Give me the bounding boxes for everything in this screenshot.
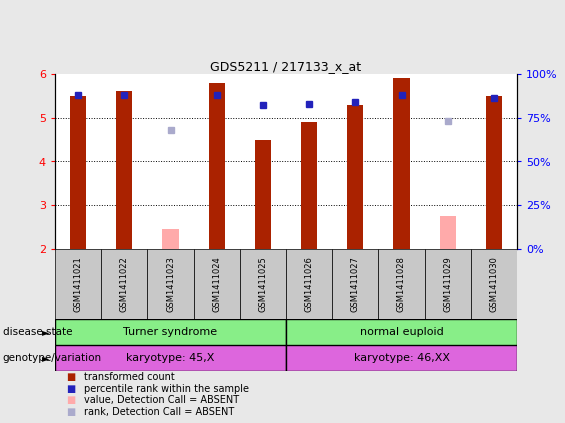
- Bar: [301, 122, 317, 249]
- Bar: [147, 249, 194, 319]
- Bar: [194, 249, 240, 319]
- Text: karyotype: 46,XX: karyotype: 46,XX: [354, 353, 450, 363]
- Bar: [286, 249, 332, 319]
- Text: genotype/variation: genotype/variation: [3, 353, 102, 363]
- Bar: [332, 249, 379, 319]
- Bar: [101, 249, 147, 319]
- Text: GSM1411024: GSM1411024: [212, 256, 221, 312]
- Text: disease state: disease state: [3, 327, 72, 337]
- Text: GSM1411023: GSM1411023: [166, 256, 175, 312]
- Text: Turner syndrome: Turner syndrome: [123, 327, 218, 337]
- Bar: [55, 345, 286, 371]
- Text: transformed count: transformed count: [84, 372, 175, 382]
- Text: GSM1411022: GSM1411022: [120, 256, 129, 312]
- Text: karyotype: 45,X: karyotype: 45,X: [127, 353, 215, 363]
- Bar: [55, 249, 101, 319]
- Bar: [240, 249, 286, 319]
- Text: GSM1411025: GSM1411025: [258, 256, 267, 312]
- Text: ■: ■: [66, 384, 76, 394]
- Text: percentile rank within the sample: percentile rank within the sample: [84, 384, 249, 394]
- Text: GSM1411028: GSM1411028: [397, 256, 406, 312]
- Text: ►: ►: [42, 353, 49, 363]
- Bar: [286, 345, 517, 371]
- Bar: [347, 104, 363, 249]
- Text: GSM1411026: GSM1411026: [305, 256, 314, 312]
- Text: rank, Detection Call = ABSENT: rank, Detection Call = ABSENT: [84, 407, 234, 417]
- Text: GSM1411027: GSM1411027: [351, 256, 360, 312]
- Text: ►: ►: [42, 327, 49, 337]
- Text: GSM1411021: GSM1411021: [73, 256, 82, 312]
- Bar: [425, 249, 471, 319]
- Text: value, Detection Call = ABSENT: value, Detection Call = ABSENT: [84, 396, 240, 406]
- Text: GSM1411029: GSM1411029: [443, 256, 452, 312]
- Bar: [393, 78, 410, 249]
- Text: ■: ■: [66, 372, 76, 382]
- Bar: [379, 249, 425, 319]
- Bar: [286, 319, 517, 345]
- Bar: [471, 249, 517, 319]
- Bar: [440, 216, 456, 249]
- Bar: [70, 96, 86, 249]
- Bar: [486, 96, 502, 249]
- Text: ■: ■: [66, 407, 76, 417]
- Bar: [255, 140, 271, 249]
- Bar: [162, 229, 179, 249]
- Bar: [55, 319, 286, 345]
- Text: GSM1411030: GSM1411030: [489, 256, 498, 312]
- Text: normal euploid: normal euploid: [360, 327, 444, 337]
- Text: ■: ■: [66, 396, 76, 406]
- Title: GDS5211 / 217133_x_at: GDS5211 / 217133_x_at: [210, 60, 362, 73]
- Bar: [208, 83, 225, 249]
- Bar: [116, 91, 132, 249]
